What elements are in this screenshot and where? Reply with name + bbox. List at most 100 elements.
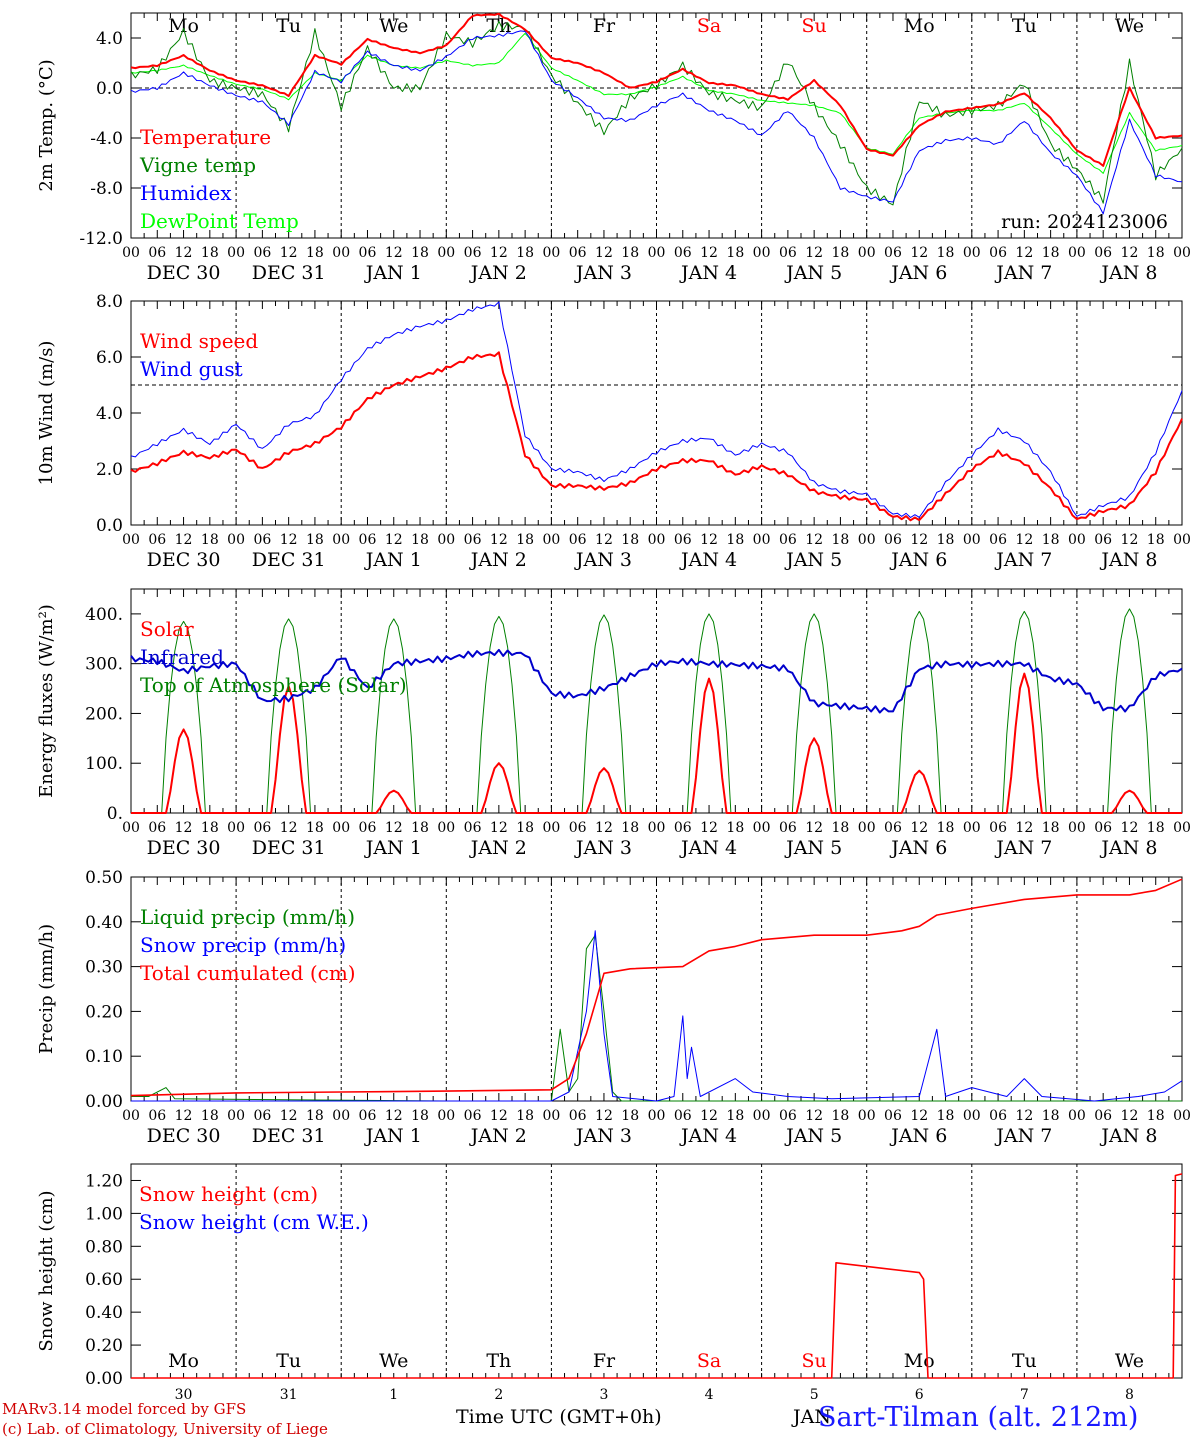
day-name: Mo: [904, 15, 935, 37]
day-name: Tu: [1012, 15, 1037, 37]
hour-label: 06: [148, 820, 166, 836]
date-label: JAN 8: [1099, 1125, 1157, 1147]
day-name: We: [1115, 15, 1144, 37]
hour-label: 12: [910, 532, 928, 548]
hour-label: 18: [832, 1108, 850, 1124]
hour-label: 18: [937, 245, 955, 261]
hour-label: 12: [1121, 245, 1139, 261]
hour-label: 00: [332, 245, 350, 261]
hour-label: 12: [385, 532, 403, 548]
hour-label: 12: [805, 1108, 823, 1124]
hour-label: 18: [726, 532, 744, 548]
day-name: We: [379, 1350, 408, 1372]
hour-label: 12: [175, 532, 193, 548]
panel-3: 400. 300. 200. 100. 0. Energy fluxes (W/m²) 00…: [36, 588, 1191, 859]
hour-label: 18: [726, 1108, 744, 1124]
date-label: JAN 2: [469, 1125, 527, 1147]
panel-1: 4.0 0.0 -4.0 -8.0 -12.0 2m Temp. (°C) 00 06 12 18…: [36, 12, 1191, 284]
hour-label: 00: [227, 1108, 245, 1124]
hour-label: 18: [516, 532, 534, 548]
hour-label: 06: [884, 532, 902, 548]
hour-label: 12: [595, 245, 613, 261]
hour-label: 06: [569, 245, 587, 261]
date-label: JAN 6: [889, 837, 947, 859]
series-line: [130, 648, 1183, 714]
hour-label: 12: [595, 532, 613, 548]
hour-label: 00: [437, 1108, 455, 1124]
hour-label: 12: [280, 245, 298, 261]
hour-label: 00: [332, 1108, 350, 1124]
day-name: Mo: [904, 1350, 935, 1372]
legend-entry: Temperature: [140, 125, 271, 149]
day-number: 30: [175, 1387, 193, 1403]
hour-label: 00: [648, 1108, 666, 1124]
hour-label: 06: [464, 532, 482, 548]
y-tick-label: 100.: [85, 754, 123, 774]
hour-label: 00: [227, 532, 245, 548]
date-label: JAN 3: [574, 837, 632, 859]
hour-label: 00: [1068, 1108, 1086, 1124]
hour-label: 00: [753, 820, 771, 836]
hour-label: 06: [253, 1108, 271, 1124]
date-label: JAN 2: [469, 549, 527, 571]
hour-label: 12: [700, 820, 718, 836]
hour-label: 06: [989, 532, 1007, 548]
date-label: DEC 30: [147, 549, 221, 571]
hour-label: 18: [621, 245, 639, 261]
hour-label: 12: [175, 1108, 193, 1124]
hour-label: 00: [858, 820, 876, 836]
y-tick-label: 0.20: [85, 1002, 123, 1022]
legend-entry: Wind gust: [140, 357, 243, 381]
day-name: Tu: [1012, 1350, 1037, 1372]
hour-label: 00: [542, 532, 560, 548]
date-label: JAN 8: [1099, 837, 1157, 859]
hour-label: 06: [569, 532, 587, 548]
hour-label: 12: [1121, 1108, 1139, 1124]
hour-label: 00: [227, 820, 245, 836]
date-label: DEC 30: [147, 1125, 221, 1147]
date-label: JAN 6: [889, 549, 947, 571]
hour-label: 12: [1015, 1108, 1033, 1124]
date-label: JAN 7: [994, 549, 1052, 571]
hour-label: 06: [1094, 532, 1112, 548]
hour-label: 00: [122, 1108, 140, 1124]
y-tick-label: 0.10: [85, 1047, 123, 1067]
day-number: 3: [599, 1387, 608, 1403]
hour-label: 00: [542, 820, 560, 836]
hour-label: 06: [989, 820, 1007, 836]
legend-entry: Snow height (cm W.E.): [139, 1210, 369, 1234]
hour-label: 00: [648, 820, 666, 836]
hour-label: 18: [832, 245, 850, 261]
hour-label: 00: [542, 1108, 560, 1124]
hour-label: 18: [937, 532, 955, 548]
run-label: run: 2024123006: [1001, 211, 1168, 233]
hour-label: 18: [201, 532, 219, 548]
series-line: [130, 12, 1183, 167]
legend-entry: Top of Atmosphere (Solar): [140, 673, 407, 697]
hour-label: 12: [595, 820, 613, 836]
series-line: [131, 1173, 1183, 1379]
y-tick-label: 6.0: [96, 348, 123, 368]
series-line: [130, 301, 1183, 518]
hour-label: 12: [1015, 245, 1033, 261]
day-number: 5: [810, 1387, 819, 1403]
day-number: 1: [389, 1387, 398, 1403]
y-axis-label: 10m Wind (m/s): [36, 341, 57, 486]
hour-label: 06: [1094, 245, 1112, 261]
hour-label: 00: [437, 532, 455, 548]
hour-label: 00: [858, 245, 876, 261]
hour-label: 00: [1173, 1108, 1191, 1124]
lab-credit: (c) Lab. of Climatology, University of L…: [2, 1420, 328, 1438]
hour-label: 18: [621, 820, 639, 836]
hour-label: 12: [700, 245, 718, 261]
hour-label: 00: [648, 532, 666, 548]
hour-label: 00: [858, 532, 876, 548]
hour-label: 18: [1042, 245, 1060, 261]
hour-label: 18: [411, 1108, 429, 1124]
hour-label: 00: [858, 1108, 876, 1124]
hour-label: 06: [1094, 1108, 1112, 1124]
hour-label: 00: [437, 245, 455, 261]
hour-label: 18: [726, 820, 744, 836]
series-line: [130, 20, 1183, 206]
hour-label: 00: [753, 1108, 771, 1124]
